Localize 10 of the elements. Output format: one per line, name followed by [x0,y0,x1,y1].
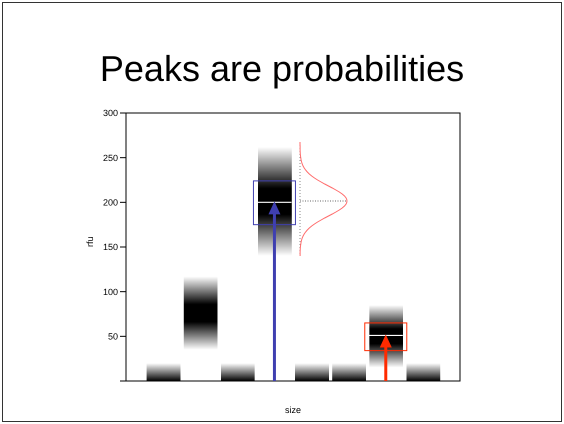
y-tick-label: 150 [102,242,118,252]
y-tick-label: 50 [108,332,118,342]
y-axis-title: rfu [85,236,96,247]
y-tick-label: 200 [102,198,118,208]
chart-title: Peaks are probabilities [98,48,466,90]
x-axis-title: size [284,405,302,415]
bar [184,276,218,350]
y-tick-label: 100 [102,286,118,297]
y-tick-label: 300 [102,108,118,118]
y-tick-label: 250 [102,152,118,163]
